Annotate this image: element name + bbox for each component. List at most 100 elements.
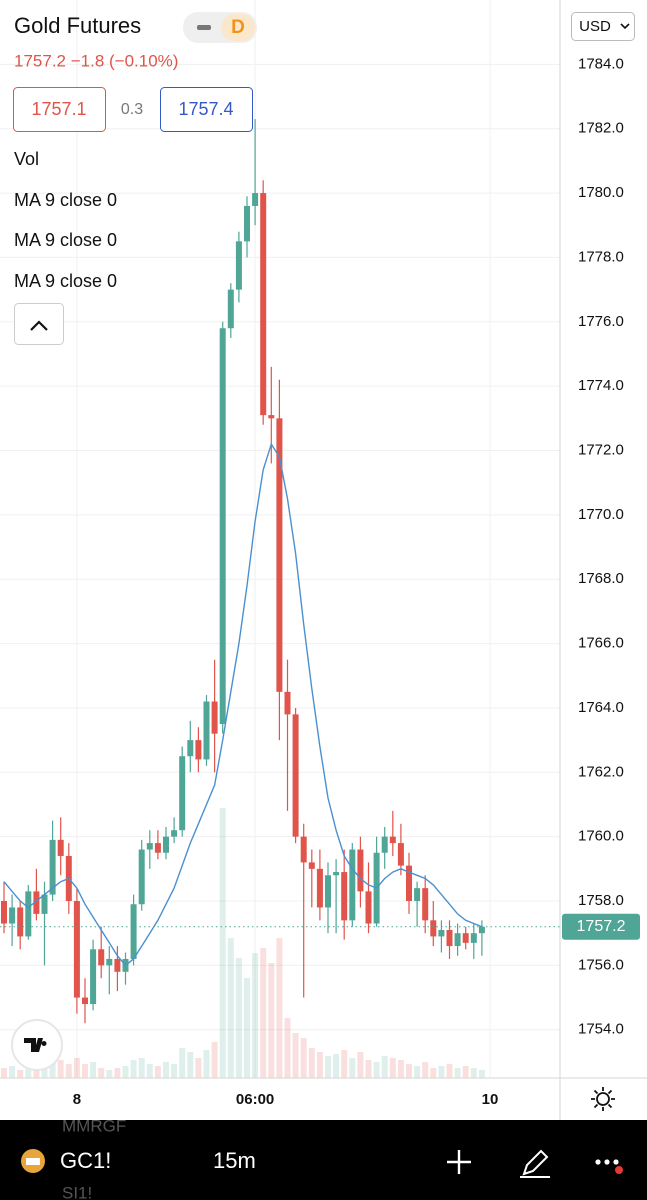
watchlist-item[interactable]: MMRGF	[62, 1116, 126, 1135]
volume-bar	[292, 1033, 299, 1078]
candle-body	[41, 894, 48, 914]
volume-bar	[227, 938, 234, 1078]
y-tick-label: 1784.0	[578, 55, 624, 72]
volume-bar	[454, 1068, 461, 1078]
candle-body	[292, 714, 299, 837]
candle-body	[454, 933, 461, 947]
candle-body	[341, 872, 348, 921]
volume-bar	[470, 1068, 477, 1078]
draw-button[interactable]	[520, 1149, 550, 1178]
grid	[0, 0, 560, 1078]
more-button[interactable]	[595, 1159, 619, 1165]
indicator-label[interactable]: Vol	[14, 149, 39, 169]
candle-body	[163, 836, 169, 853]
symbol-name[interactable]: Gold Futures	[14, 13, 141, 38]
settings-icon[interactable]	[591, 1087, 615, 1111]
timeframe[interactable]: 15m	[213, 1148, 256, 1173]
candle-body	[414, 888, 421, 902]
volume-bar	[341, 1050, 348, 1078]
candle-body	[17, 907, 24, 937]
candle-body	[114, 958, 121, 972]
chevron-up	[30, 320, 48, 331]
candle-body	[430, 920, 437, 937]
volume-bar	[397, 1060, 404, 1078]
volume-bar	[381, 1056, 388, 1078]
candle-body	[300, 836, 307, 863]
ma-line	[3, 442, 483, 967]
ticker[interactable]: GC1!	[60, 1148, 111, 1173]
volume-bar	[373, 1062, 380, 1078]
y-tick-label: 1776.0	[578, 313, 624, 330]
bottom-bar	[0, 1120, 647, 1200]
spread: 0.3	[121, 101, 143, 118]
volume-bar	[414, 1066, 421, 1078]
volume-bar	[349, 1058, 356, 1078]
indicator-label[interactable]: MA 9 close 0	[14, 271, 117, 291]
volume-bar	[146, 1064, 153, 1078]
volume-bar	[462, 1066, 469, 1078]
candle-body	[470, 933, 477, 943]
ask-box[interactable]	[160, 87, 253, 132]
candle-body	[333, 872, 340, 876]
currency-chevron	[620, 23, 630, 30]
candle-body	[406, 865, 412, 902]
volume-bar	[325, 1056, 331, 1078]
candle-body	[195, 740, 202, 760]
volume-bar	[357, 1052, 364, 1078]
volume-bar	[430, 1068, 437, 1078]
axes: 1754.0 1756.0 1758.0 1760.0 1762.0 1764.0 1766…	[73, 55, 640, 1108]
volume-bar	[268, 963, 275, 1078]
candle-body	[73, 901, 80, 998]
currency-button[interactable]	[571, 12, 635, 41]
volume-bar	[260, 948, 267, 1078]
bid-price[interactable]: 1757.1	[31, 99, 86, 119]
y-tick-label: 1778.0	[578, 248, 624, 265]
volume-bar	[316, 1052, 323, 1078]
candle-body	[349, 849, 356, 921]
y-tick-label: 1766.0	[578, 635, 624, 652]
plot	[0, 119, 560, 1078]
volume-bar	[333, 1054, 340, 1078]
candle-body	[90, 949, 97, 1004]
bid-box[interactable]	[13, 87, 106, 132]
candle-body	[138, 849, 145, 905]
y-tick-label: 1754.0	[578, 1021, 624, 1038]
candle-body	[389, 836, 396, 844]
volume-bar	[244, 978, 250, 1078]
collapse-button[interactable]	[14, 303, 64, 345]
volume-bar	[252, 953, 259, 1078]
candle-body	[187, 740, 194, 757]
candle-body	[82, 997, 88, 1004]
add-button[interactable]	[447, 1150, 471, 1174]
candle-body	[276, 418, 283, 692]
indicator-label[interactable]: MA 9 close 0	[14, 230, 117, 250]
ask-price[interactable]: 1757.4	[178, 99, 233, 119]
y-tick-label: 1764.0	[578, 699, 624, 716]
volume-bar	[98, 1068, 105, 1078]
candle-body	[325, 875, 331, 908]
candle-body	[1, 901, 7, 924]
currency[interactable]: USD	[579, 18, 611, 35]
candle-body	[316, 868, 323, 908]
watchlist-item[interactable]: SI1!	[62, 1183, 92, 1200]
volume-bar	[82, 1064, 88, 1078]
y-tick-label: 1774.0	[578, 377, 624, 394]
quote: 1757.2 −1.8 (−0.10%)	[14, 51, 178, 70]
candle-body	[9, 907, 16, 924]
volume-bar	[422, 1062, 429, 1078]
indicator-label[interactable]: MA 9 close 0	[14, 190, 117, 210]
candle-body	[25, 891, 32, 937]
candle-body	[227, 289, 234, 329]
gold-bar-icon	[26, 1158, 40, 1165]
volume-bar	[17, 1070, 24, 1078]
volume-bar	[446, 1064, 453, 1078]
volume-bar	[41, 1066, 48, 1078]
volume-bar	[235, 958, 242, 1078]
candle-body	[260, 193, 267, 416]
y-tick-label: 1782.0	[578, 120, 624, 137]
y-tick-label: 1780.0	[578, 184, 624, 201]
volume-bar	[478, 1070, 485, 1078]
candle-body	[284, 691, 291, 715]
volume-bar	[73, 1058, 80, 1078]
